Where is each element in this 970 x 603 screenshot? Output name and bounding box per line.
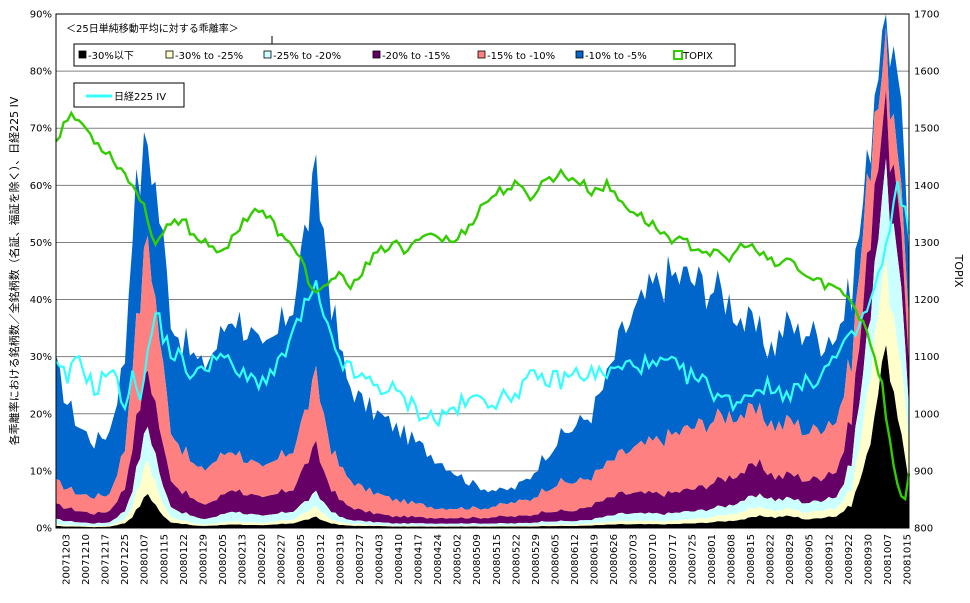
x-tick: 20080305	[296, 534, 307, 585]
legend-label: TOPIX	[682, 51, 713, 62]
legend-label: -25% to -20%	[273, 51, 341, 62]
plot-frame	[55, 13, 910, 529]
x-tick: 20080801	[707, 534, 718, 585]
x-tick: 20080605	[550, 534, 561, 585]
legend-label: -10% to -5%	[585, 51, 647, 62]
x-ticks: 20071203 20071210 20071217 20071225 20080107…	[62, 534, 914, 585]
legend-label: -20% to -15%	[382, 51, 450, 62]
y-tick-left: 40%	[30, 295, 52, 306]
x-tick: 20080619	[590, 534, 601, 585]
y-tick-left: 70%	[30, 124, 52, 135]
x-tick: 20080912	[824, 534, 835, 585]
band-legend: -30%以下 -30% to -25% -25% to -20% -20% to -1…	[73, 43, 736, 67]
x-tick: 20081007	[883, 534, 894, 585]
right-axis-title: TOPIX	[952, 254, 965, 288]
y-tick-left: 10%	[30, 466, 52, 477]
band-4	[56, 89, 909, 524]
x-tick: 20080822	[766, 534, 777, 585]
left-axis-title: 各乖離率における銘柄数／全銘柄数（名証、福証を除く）、日経225 IV	[7, 96, 21, 445]
topix-line	[55, 110, 911, 502]
legend-swatch	[673, 50, 683, 60]
x-tick: 20071210	[81, 534, 92, 585]
legend-label: -30%以下	[88, 51, 134, 62]
x-tick: 20080319	[335, 534, 346, 585]
legend-swatch	[165, 50, 174, 59]
x-tick: 20080930	[863, 534, 874, 585]
y-tick-right: 1000	[914, 409, 939, 420]
x-tick: 20080808	[726, 534, 737, 585]
right-y-ticks: 800 900 1000 1100 1200 1300 1400 1500 1600 1700	[914, 10, 939, 535]
y-tick-left: 50%	[30, 238, 52, 249]
y-tick-right: 1500	[914, 124, 939, 135]
x-tick: 20080417	[414, 534, 425, 585]
x-tick: 20080312	[316, 534, 327, 585]
band-6	[56, 14, 909, 510]
x-tick: 20080227	[277, 534, 288, 585]
legend-swatch	[575, 50, 584, 59]
x-tick: 20071217	[101, 534, 112, 585]
y-tick-left: 30%	[30, 352, 52, 363]
x-tick: 20080626	[609, 534, 620, 585]
x-tick: 20080115	[159, 534, 170, 585]
y-tick-right: 1400	[914, 181, 939, 192]
band-5	[56, 27, 909, 519]
x-tick: 20080922	[844, 534, 855, 585]
iv-legend: 日経225 IV	[73, 82, 185, 108]
y-tick-left: 80%	[30, 67, 52, 78]
x-tick: 20080403	[374, 534, 385, 585]
x-tick: 20080710	[648, 534, 659, 585]
line-series	[55, 110, 911, 502]
band-legend-frame	[73, 43, 736, 67]
x-tick: 20081015	[903, 534, 914, 585]
x-tick: 20080410	[394, 534, 405, 585]
y-tick-left: 90%	[30, 10, 52, 21]
legend-swatch	[78, 50, 87, 59]
y-tick-right: 1100	[914, 352, 939, 363]
x-tick: 20080522	[511, 534, 522, 585]
x-tick: 20080122	[179, 534, 190, 585]
legend-label: 日経225 IV	[114, 90, 166, 103]
x-tick: 20080509	[472, 534, 483, 585]
y-tick-right: 1300	[914, 238, 939, 249]
x-tick: 20080717	[668, 534, 679, 585]
chart-title: ＜25日単純移動平均に対する乖離率＞	[66, 22, 239, 35]
x-tick: 20080213	[238, 534, 249, 585]
x-tick: 20080424	[433, 534, 444, 585]
x-tick: 20080502	[453, 534, 464, 585]
y-tick-right: 900	[914, 466, 933, 477]
x-tick: 20080529	[531, 534, 542, 585]
x-tick: 20071203	[62, 534, 73, 585]
iv-line	[55, 180, 911, 428]
legend-swatch	[263, 50, 272, 59]
x-tick: 20080703	[629, 534, 640, 585]
legend-label: -30% to -25%	[175, 51, 243, 62]
legend-swatch	[372, 50, 381, 59]
x-tick: 20080205	[218, 534, 229, 585]
x-tick: 20071225	[120, 534, 131, 585]
y-tick-right: 800	[914, 524, 933, 535]
x-tick: 20080220	[257, 534, 268, 585]
x-tick: 20080612	[570, 534, 581, 585]
x-tick: 20080725	[687, 534, 698, 585]
y-tick-right: 1200	[914, 295, 939, 306]
y-tick-right: 1600	[914, 67, 939, 78]
iv-legend-frame	[73, 82, 185, 108]
y-tick-left: 60%	[30, 181, 52, 192]
y-tick-right: 1700	[914, 10, 939, 21]
legend-label: -15% to -10%	[487, 51, 555, 62]
x-tick: 20080905	[805, 534, 816, 585]
left-y-ticks: 0% 10% 20% 30% 40% 50% 60% 70% 80% 90%	[30, 10, 52, 535]
x-tick: 20080815	[746, 534, 757, 585]
y-tick-left: 20%	[30, 409, 52, 420]
x-tick: 20080129	[198, 534, 209, 585]
x-tick: 20080327	[355, 534, 366, 585]
legend-swatch	[477, 50, 486, 59]
x-tick: 20080515	[492, 534, 503, 585]
band-2	[56, 255, 909, 528]
y-tick-left: 0%	[36, 524, 52, 535]
x-tick: 20080829	[785, 534, 796, 585]
x-tick: 20080107	[140, 534, 151, 585]
